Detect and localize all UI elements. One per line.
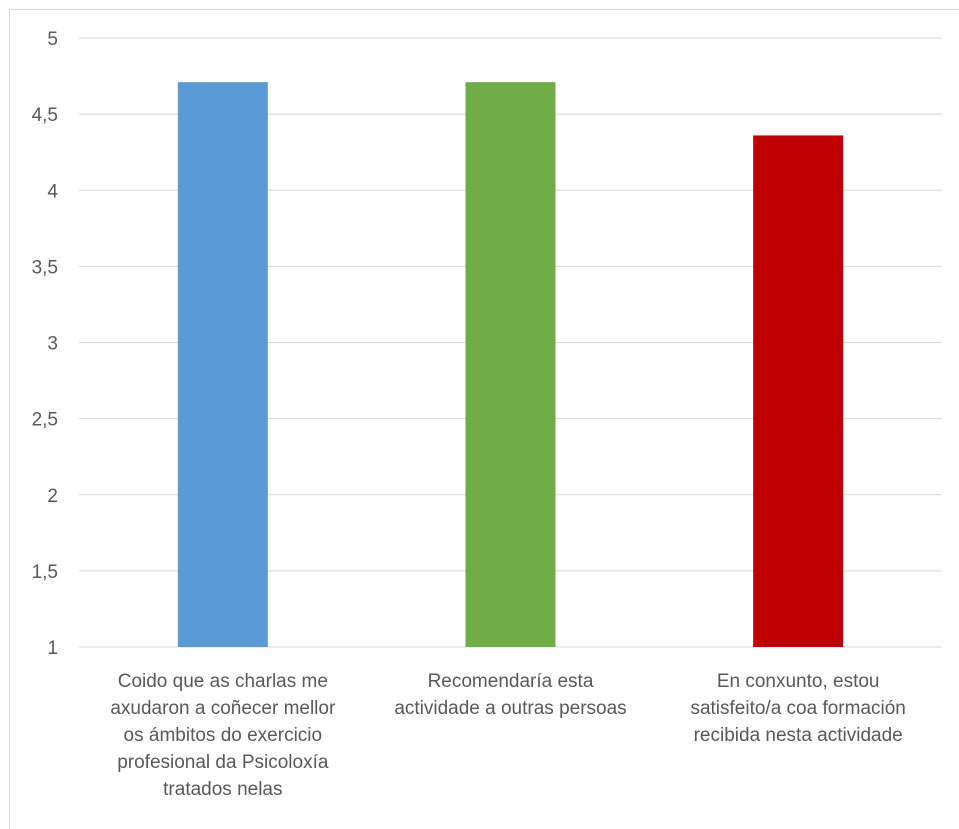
- y-tick-label: 5: [47, 29, 58, 50]
- bar-1: [177, 82, 268, 648]
- y-tick-label: 1: [47, 638, 58, 659]
- y-tick-label: 1,5: [32, 562, 58, 583]
- y-tick-label: 2,5: [32, 410, 58, 431]
- category-label-1: Coido que as charlas me axudaron a coñece…: [110, 671, 336, 800]
- y-tick-label: 4: [47, 181, 58, 202]
- bars: [177, 82, 844, 648]
- y-axis-ticks: 1 1,5 2 2,5 3 3,5 4 4,5 5: [32, 29, 59, 659]
- y-tick-label: 2: [47, 486, 58, 507]
- y-tick-label: 4,5: [32, 105, 58, 126]
- y-tick-label: 3,5: [32, 257, 58, 278]
- bar-3: [753, 135, 844, 647]
- bar-2: [465, 82, 556, 648]
- category-labels: Coido que as charlas me axudaron a coñece…: [110, 671, 906, 800]
- y-tick-label: 3: [47, 334, 58, 355]
- category-label-2: Recomendaría esta actividade a outras per…: [394, 671, 626, 719]
- category-label-3: En conxunto, estou satisfeito/a coa forma…: [690, 671, 905, 746]
- chart-frame: [9, 9, 959, 829]
